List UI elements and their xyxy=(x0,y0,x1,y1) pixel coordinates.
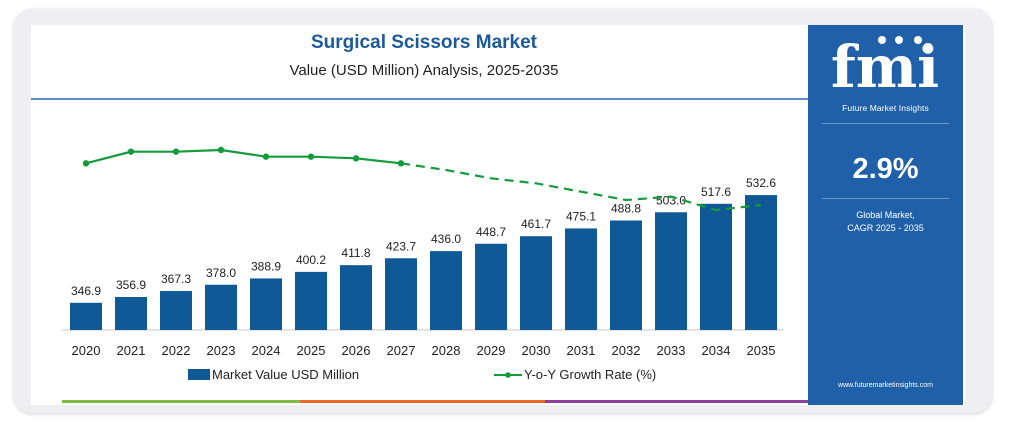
legend-label-market-value: Market Value USD Million xyxy=(212,367,359,382)
bar-2023 xyxy=(205,284,237,330)
x-tick-2024: 2024 xyxy=(252,343,281,358)
bar-value-label-2024: 388.9 xyxy=(251,259,281,273)
x-tick-2028: 2028 xyxy=(432,343,461,358)
legend-swatch-growth-marker xyxy=(505,372,511,378)
growth-point-2024 xyxy=(262,153,270,160)
bar-2027 xyxy=(385,258,417,330)
cagr-label: Global Market, CAGR 2025 - 2035 xyxy=(808,209,963,235)
bar-value-label-2023: 378.0 xyxy=(206,266,236,280)
bar-2028 xyxy=(430,251,462,330)
side-divider-bottom xyxy=(822,198,949,199)
bar-value-label-2028: 436.0 xyxy=(431,232,461,246)
x-tick-2030: 2030 xyxy=(522,343,551,358)
bar-2032 xyxy=(610,220,642,330)
bar-value-label-2025: 400.2 xyxy=(296,253,326,267)
x-tick-2022: 2022 xyxy=(162,343,191,358)
bar-2030 xyxy=(520,236,552,330)
footer-stripe-purple xyxy=(545,400,808,403)
bar-2031 xyxy=(565,228,597,330)
bar-2022 xyxy=(160,290,192,330)
bar-2034 xyxy=(700,203,732,330)
cagr-value: 2.9% xyxy=(852,153,919,185)
bar-2020 xyxy=(70,302,102,330)
growth-point-2026 xyxy=(352,155,360,162)
bar-labels-layer: 346.9 356.9 367.3 378.0 388.9 400.2 411.8 423.7… xyxy=(71,176,776,298)
growth-point-2027 xyxy=(397,160,405,167)
chart-title: Surgical Scissors Market xyxy=(311,32,538,53)
x-tick-2031: 2031 xyxy=(567,343,596,358)
x-tick-2035: 2035 xyxy=(747,343,776,358)
growth-line-layer xyxy=(82,146,762,212)
bar-value-label-2030: 461.7 xyxy=(521,217,551,231)
x-tick-2027: 2027 xyxy=(387,343,416,358)
bars-layer xyxy=(70,195,777,330)
bar-value-label-2022: 367.3 xyxy=(161,272,191,286)
website-link[interactable]: www.futuremarketinsights.com xyxy=(838,382,933,389)
bar-value-label-2029: 448.7 xyxy=(476,225,506,239)
growth-point-2021 xyxy=(127,148,135,155)
bar-2035 xyxy=(745,195,777,330)
bar-value-label-2032: 488.8 xyxy=(611,201,641,215)
bar-2029 xyxy=(475,243,507,330)
footer-stripe-green xyxy=(62,400,300,403)
legend-swatch-market-value xyxy=(188,369,210,380)
x-tick-2021: 2021 xyxy=(117,343,146,358)
bar-value-label-2020: 346.9 xyxy=(71,284,101,298)
legend-label-growth-rate: Y-o-Y Growth Rate (%) xyxy=(524,367,656,382)
logo-person-head-icon xyxy=(914,36,922,44)
logo-person-head-icon xyxy=(895,36,903,44)
growth-line-solid xyxy=(85,148,402,165)
bar-2033 xyxy=(655,212,687,330)
x-tick-2032: 2032 xyxy=(612,343,641,358)
x-tick-2033: 2033 xyxy=(657,343,686,358)
bar-value-label-2031: 475.1 xyxy=(566,209,596,223)
bar-value-label-2034: 517.6 xyxy=(701,185,731,199)
fmi-logo-text: fmi xyxy=(831,33,939,97)
bar-2021 xyxy=(115,296,147,330)
x-tick-labels: 2020 2021 2022 2023 2024 2025 2026 2027 2028 2029… xyxy=(72,343,776,358)
bar-value-label-2021: 356.9 xyxy=(116,278,146,292)
bar-value-label-2035: 532.6 xyxy=(746,176,776,190)
bar-2024 xyxy=(250,278,282,330)
footer-stripe-orange xyxy=(300,400,545,403)
x-tick-2029: 2029 xyxy=(477,343,506,358)
x-tick-2034: 2034 xyxy=(702,343,731,358)
chart-subtitle: Value (USD Million) Analysis, 2025-2035 xyxy=(289,62,558,79)
growth-point-2020 xyxy=(82,160,90,167)
bar-2025 xyxy=(295,271,327,330)
x-tick-2025: 2025 xyxy=(297,343,326,358)
bar-value-label-2027: 423.7 xyxy=(386,239,416,253)
legend: Market Value USD Million Y-o-Y Growth Ra… xyxy=(188,367,656,382)
growth-point-2023 xyxy=(217,146,225,154)
growth-line-dashed xyxy=(400,162,762,212)
side-panel: fmi Future Market Insights 2.9% Global M… xyxy=(808,25,963,405)
cagr-label-line2: CAGR 2025 - 2035 xyxy=(847,223,924,233)
fmi-logo: fmi xyxy=(831,33,939,97)
x-tick-2026: 2026 xyxy=(342,343,371,358)
growth-point-2025 xyxy=(307,153,315,160)
brand-name: Future Market Insights xyxy=(842,103,929,113)
x-tick-2020: 2020 xyxy=(72,343,101,358)
cagr-label-line1: Global Market, xyxy=(856,210,915,220)
logo-person-head-icon xyxy=(878,36,886,44)
growth-point-2022 xyxy=(172,148,180,155)
bar-2026 xyxy=(340,265,372,330)
x-tick-2023: 2023 xyxy=(207,343,236,358)
side-divider-top xyxy=(822,123,949,124)
bar-value-label-2033: 503.0 xyxy=(656,193,686,207)
bar-value-label-2026: 411.8 xyxy=(341,246,370,260)
